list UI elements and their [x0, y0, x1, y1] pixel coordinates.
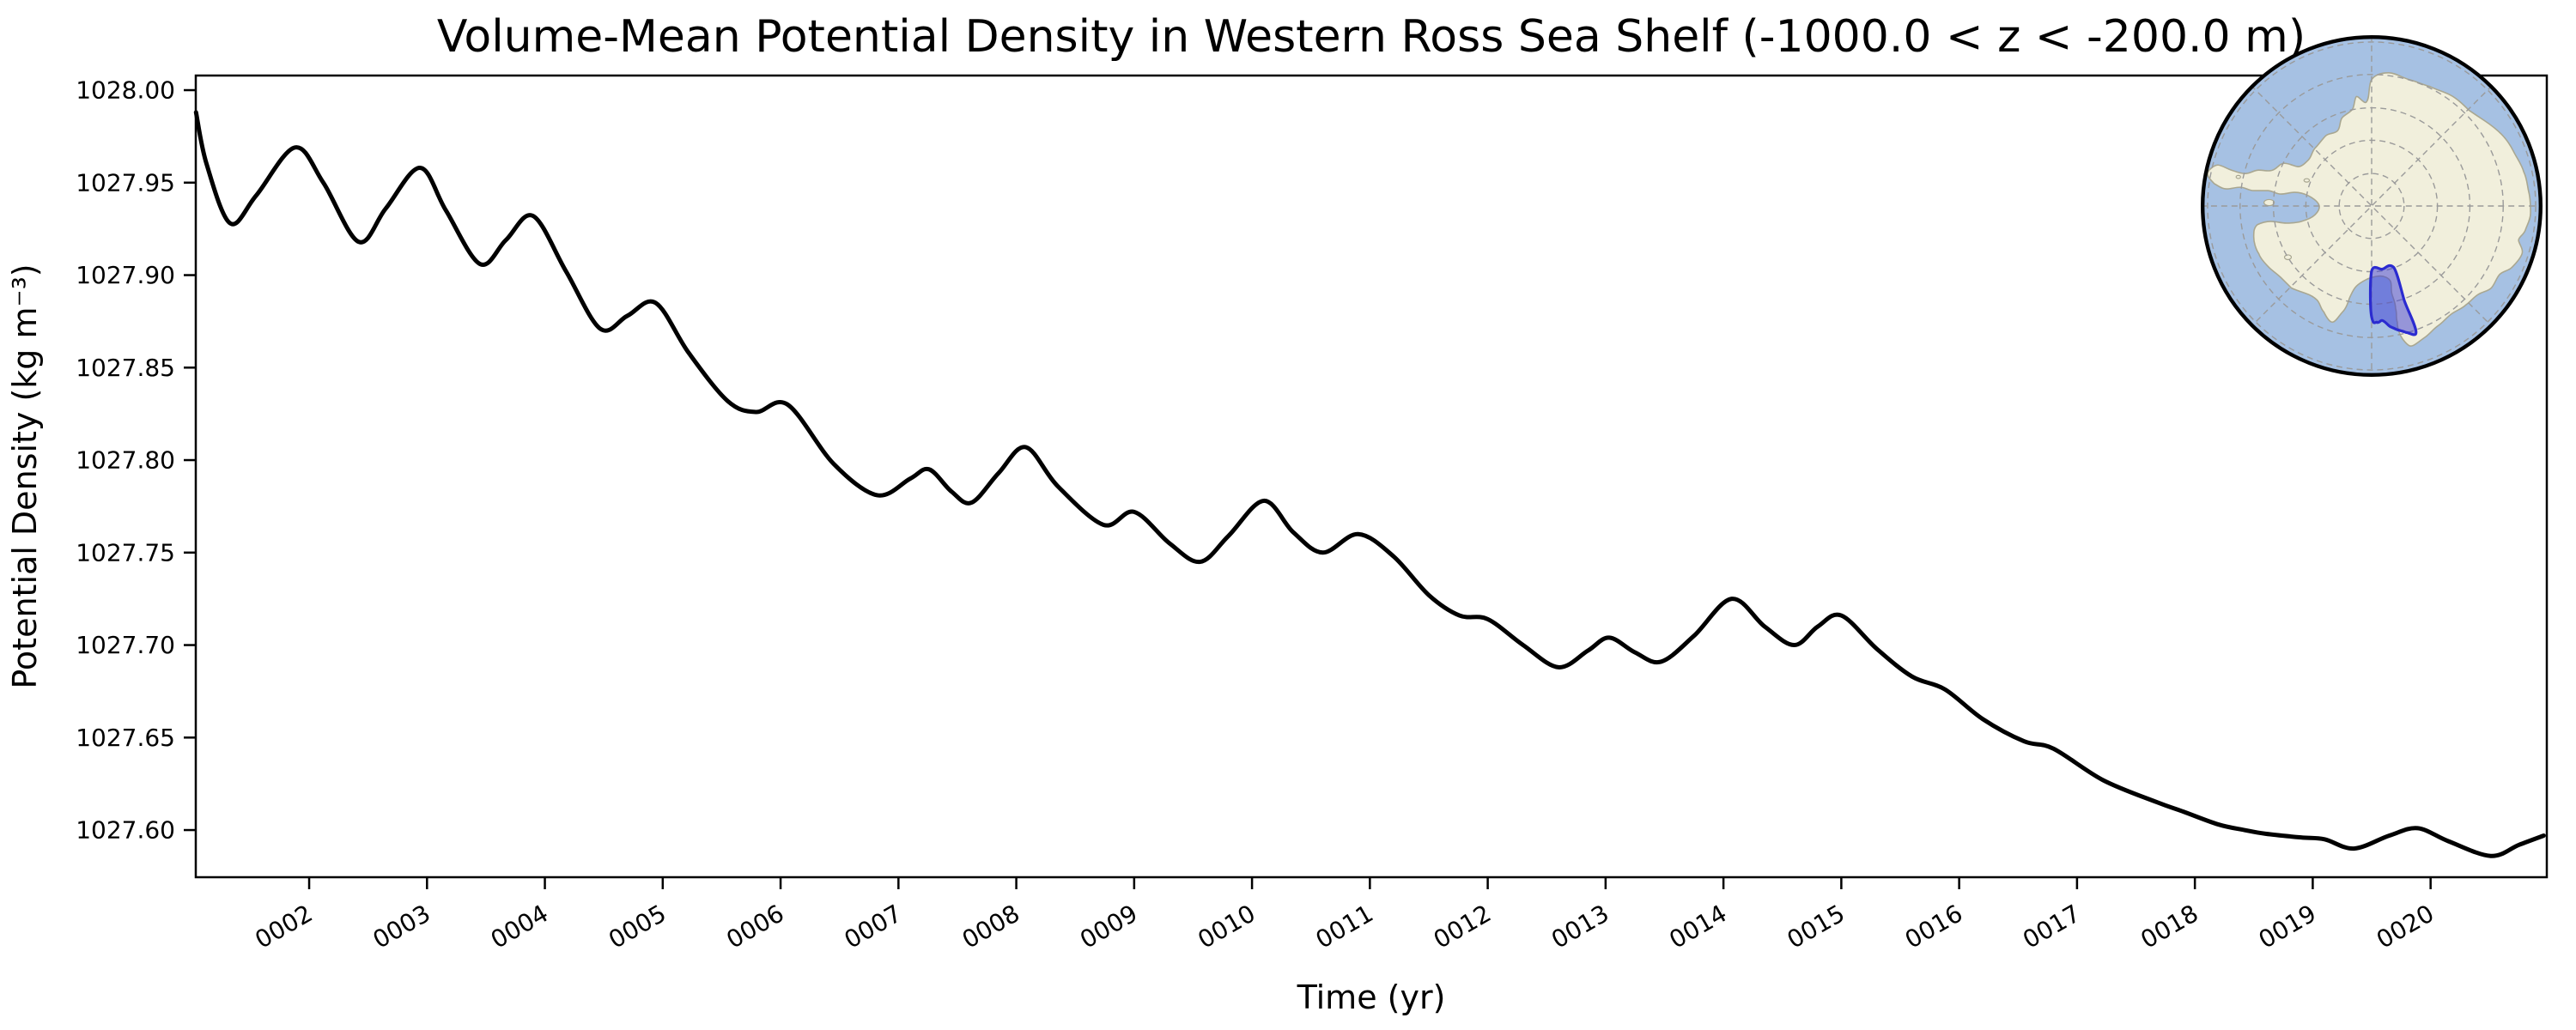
x-tick-label: 0014 [1664, 899, 1731, 954]
density-line-series [193, 110, 2546, 858]
x-tick-label: 0015 [1783, 899, 1850, 954]
y-tick-label: 1027.85 [76, 354, 175, 382]
highlight-region-western-ross-sea [2368, 264, 2418, 336]
islands [2235, 174, 2311, 261]
x-tick-label: 0020 [2372, 899, 2439, 954]
island [2235, 174, 2241, 179]
x-tick-label: 0018 [2136, 899, 2202, 954]
x-tick-label: 0009 [1075, 899, 1142, 954]
x-tick-label: 0012 [1429, 899, 1496, 954]
chart-title: Volume-Mean Potential Density in Western… [437, 11, 2306, 63]
y-tick-label: 1027.95 [76, 168, 175, 197]
x-tick-label: 0007 [840, 899, 907, 954]
x-tick-label: 0002 [250, 899, 317, 954]
x-tick-label: 0019 [2254, 899, 2321, 954]
plot-area-spines [194, 74, 2549, 879]
meridian-line [2250, 84, 2494, 328]
y-tick-label: 1027.75 [76, 538, 175, 566]
x-tick-label: 0004 [486, 899, 553, 954]
x-tick-label: 0008 [957, 899, 1024, 954]
island [2283, 254, 2293, 261]
antarctica-inset-map [2201, 35, 2543, 377]
island [2263, 198, 2275, 207]
y-tick-label: 1027.60 [76, 816, 175, 845]
x-axis-ticks: 0002 0003 0004 0005 0006 0007 0008 0009 0010 0011… [250, 877, 2439, 954]
x-tick-label: 0013 [1546, 899, 1613, 954]
y-tick-label: 1027.65 [76, 724, 175, 752]
x-tick-label: 0010 [1193, 899, 1260, 954]
y-tick-label: 1027.80 [76, 446, 175, 475]
x-tick-label: 0006 [721, 899, 788, 954]
meridian-line [2250, 84, 2494, 328]
y-axis-label: Potential Density (kg m⁻³) [6, 264, 44, 688]
x-axis-label: Time (yr) [1297, 978, 1446, 1016]
x-tick-label: 0005 [604, 899, 671, 954]
x-tick-label: 0016 [1900, 899, 1967, 954]
y-tick-label: 1028.00 [76, 76, 175, 105]
y-tick-label: 1027.70 [76, 631, 175, 659]
y-tick-label: 1027.90 [76, 261, 175, 289]
antarctica-landmass [2207, 71, 2531, 347]
latitude-circle [2207, 41, 2537, 371]
map-rim-circle [2201, 35, 2543, 377]
x-tick-label: 0003 [368, 899, 435, 954]
y-axis-ticks: 1028.00 1027.95 1027.90 1027.85 1027.80 1027.… [76, 76, 196, 845]
island [2303, 178, 2311, 183]
x-tick-label: 0017 [2018, 899, 2085, 954]
map-content [2201, 35, 2543, 377]
latitude-circle [2338, 173, 2405, 239]
axes-spines [194, 74, 2549, 879]
x-tick-label: 0011 [1311, 899, 1378, 954]
